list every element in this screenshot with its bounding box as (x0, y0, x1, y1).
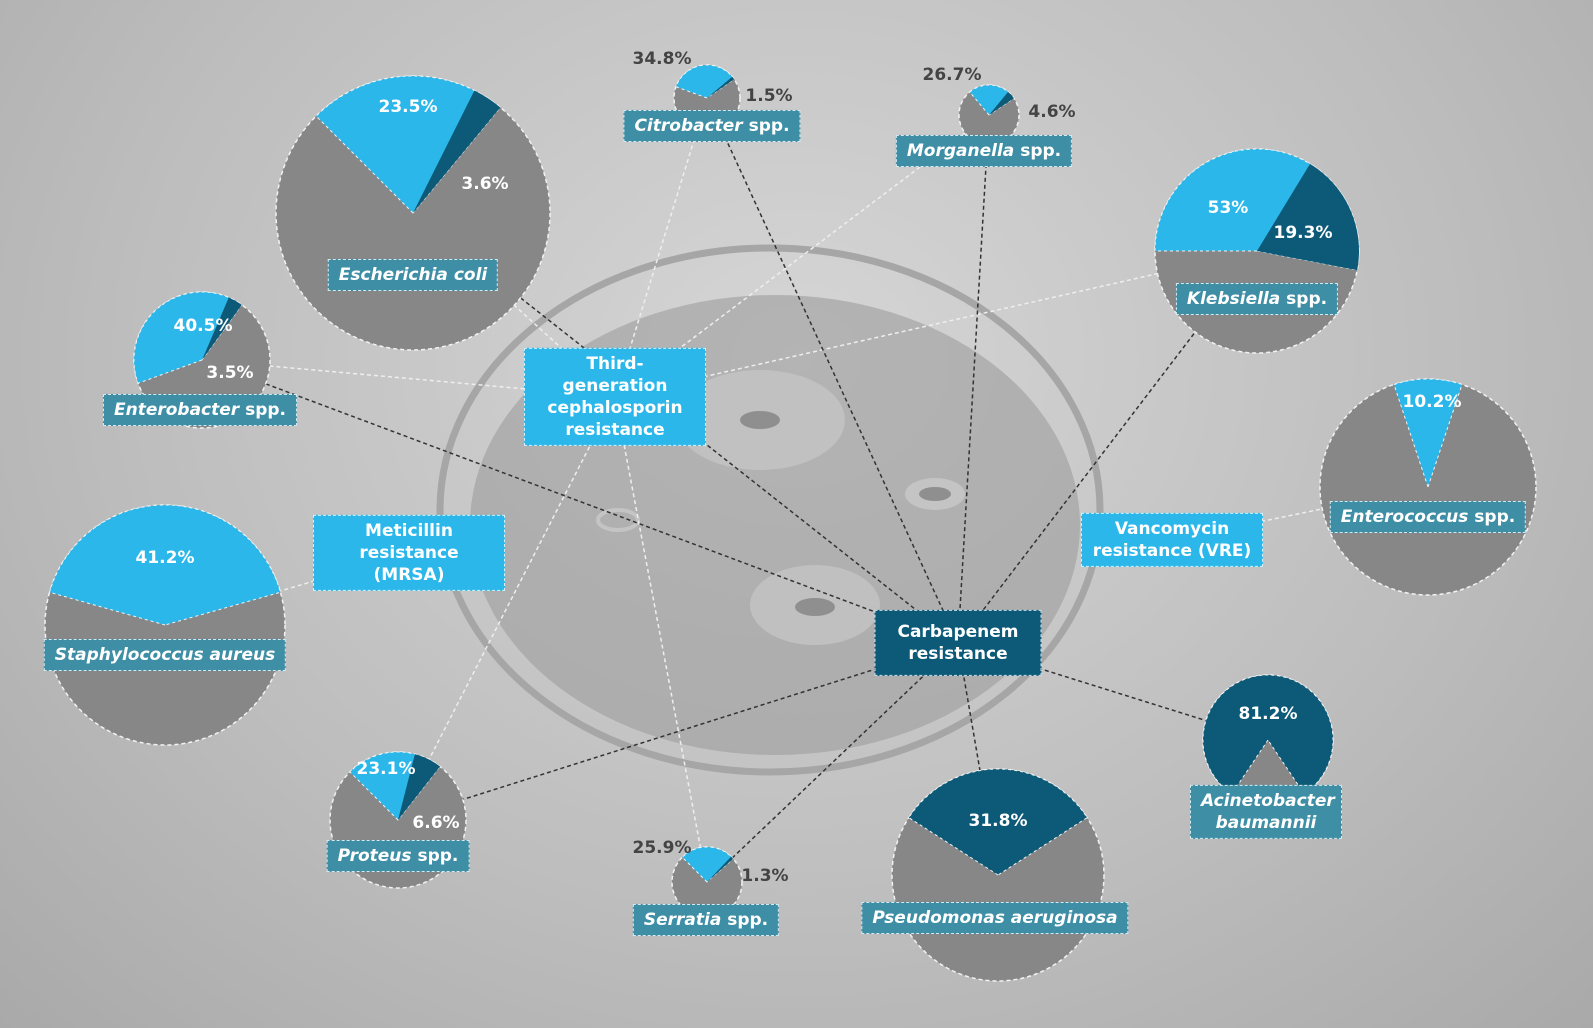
connector (614, 396, 708, 883)
value-label: 26.7% (923, 65, 982, 85)
value-label: 23.5% (379, 97, 438, 117)
pie-slice (413, 90, 501, 213)
value-label: 40.5% (174, 316, 233, 336)
connector (957, 642, 1269, 741)
pie-title-name: Enterococcus (1340, 506, 1469, 527)
value-label: 31.8% (969, 811, 1028, 831)
pie-title-name: Citrobacter (634, 115, 743, 136)
pie-slice (1257, 163, 1359, 271)
pie-slice (1202, 674, 1334, 795)
colony (740, 411, 780, 429)
resistance-box: Third-generation cephalosporin resistanc… (524, 347, 706, 447)
value-label: 53% (1208, 198, 1249, 218)
pie-slice (989, 91, 1014, 115)
value-label: 10.2% (1403, 392, 1462, 412)
value-label: 3.6% (461, 174, 508, 194)
pie-title: Serratia spp. (632, 903, 780, 937)
pie-title-name: Klebsiella (1186, 288, 1281, 309)
pie-title-name: Morganella (906, 140, 1015, 161)
pie-title-name: Pseudomonas aeruginosa (872, 907, 1118, 928)
pie-title-name: Serratia (643, 909, 722, 930)
pie-title: Proteus spp. (326, 839, 470, 873)
pie-title-name: Enterobacter (113, 399, 240, 420)
resistance-box: Carbapenem resistance (874, 609, 1042, 677)
value-label: 1.3% (741, 866, 788, 886)
pie-title-name: Acinetobacter baumannii (1201, 790, 1335, 833)
pie-title: Acinetobacter baumannii (1190, 784, 1342, 840)
pie-title: Klebsiella spp. (1175, 282, 1339, 316)
pie-slice (48, 504, 282, 626)
resistance-box: Meticillin resistance (MRSA) (313, 514, 505, 592)
pie-slice (675, 64, 735, 99)
pie-title-suffix: spp. (1020, 140, 1062, 161)
value-label: 25.9% (633, 838, 692, 858)
colony (919, 487, 951, 501)
connector (957, 250, 1258, 644)
pie-title-suffix: spp. (245, 399, 287, 420)
pie-slice (1393, 378, 1463, 489)
value-label: 3.5% (206, 363, 253, 383)
pie-slice (969, 84, 1015, 116)
value-label: 19.3% (1274, 223, 1333, 243)
connector (614, 97, 708, 398)
pie-title-name: Staphylococcus aureus (54, 644, 276, 665)
pie-title-name: Proteus (337, 845, 412, 866)
pie-title: Escherichia coli (327, 258, 499, 292)
connector (412, 212, 959, 644)
pie-slice (707, 76, 735, 98)
pie-slice (133, 291, 243, 384)
pie-title: Pseudomonas aeruginosa (861, 901, 1129, 935)
value-label: 41.2% (136, 548, 195, 568)
pie-title-suffix: spp. (417, 845, 459, 866)
resistance-box: Vancomycin resistance (VRE) (1081, 512, 1263, 568)
pie-title: Enterobacter spp. (102, 393, 298, 427)
petri-dish (436, 244, 1104, 776)
colony (596, 508, 640, 532)
pie-title: Morganella spp. (895, 134, 1073, 168)
pie-title-suffix: spp. (727, 909, 769, 930)
connector (614, 250, 1258, 398)
pie-slice (398, 754, 441, 820)
pie-slice (202, 297, 242, 360)
value-label: 34.8% (633, 49, 692, 69)
pie-title-suffix: spp. (1286, 288, 1328, 309)
connector (201, 359, 959, 644)
value-label: 81.2% (1239, 704, 1298, 724)
pie-title-suffix: spp. (1474, 506, 1516, 527)
pie-title-name: Escherichia coli (338, 264, 488, 285)
pie-title: Staphylococcus aureus (43, 638, 287, 672)
connector (397, 396, 616, 821)
value-label: 1.5% (745, 86, 792, 106)
colony (795, 598, 835, 616)
value-label: 23.1% (357, 759, 416, 779)
pie-title: Citrobacter spp. (623, 109, 801, 143)
pie-slice (908, 768, 1088, 876)
value-label: 4.6% (1028, 102, 1075, 122)
pie-title: Enterococcus spp. (1329, 500, 1527, 534)
connector (201, 359, 616, 398)
pie-slice (681, 846, 734, 883)
pie-slice (707, 856, 734, 882)
value-label: 6.6% (412, 813, 459, 833)
pie-title-suffix: spp. (748, 115, 790, 136)
connector (706, 642, 959, 883)
connector (706, 97, 959, 644)
